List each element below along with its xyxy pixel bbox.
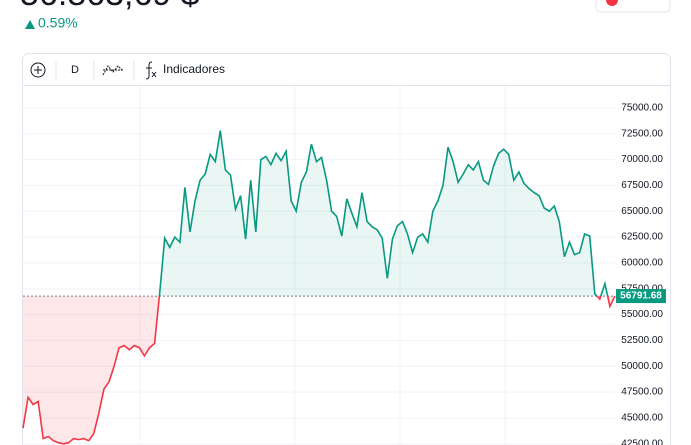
y-tick-label: 55000.00	[621, 309, 663, 320]
y-tick-label: 50000.00	[621, 361, 663, 372]
y-tick-label: 70000.00	[621, 154, 663, 165]
y-tick-label: 42500.00	[621, 438, 663, 445]
baseline-label-bg	[616, 289, 666, 304]
y-tick-label: 45000.00	[621, 413, 663, 424]
y-tick-label: 65000.00	[621, 206, 663, 217]
y-tick-label: 75000.00	[621, 103, 663, 114]
y-tick-label: 62500.00	[621, 232, 663, 243]
price-line	[22, 130, 616, 445]
interval-button[interactable]: D	[71, 64, 79, 76]
y-tick-label: 47500.00	[621, 387, 663, 398]
y-tick-label: 57500.00	[621, 283, 663, 294]
area	[23, 130, 615, 444]
y-tick-label: 67500.00	[621, 180, 663, 191]
baseline-label: 56791.68	[620, 291, 662, 302]
indicators-icon[interactable]	[145, 61, 157, 80]
change: 0.59%	[38, 15, 78, 31]
indicators-button[interactable]: Indicadores	[163, 62, 225, 76]
add-button[interactable]	[30, 62, 46, 78]
y-tick-label: 60000.00	[621, 258, 663, 269]
y-tick-label: 72500.00	[621, 128, 663, 139]
flag-icon	[606, 0, 618, 6]
price: 56.863,69 $	[20, 0, 200, 13]
chart-type-button[interactable]	[102, 65, 123, 76]
y-tick-label: 52500.00	[621, 335, 663, 346]
up-arrow	[25, 20, 35, 29]
